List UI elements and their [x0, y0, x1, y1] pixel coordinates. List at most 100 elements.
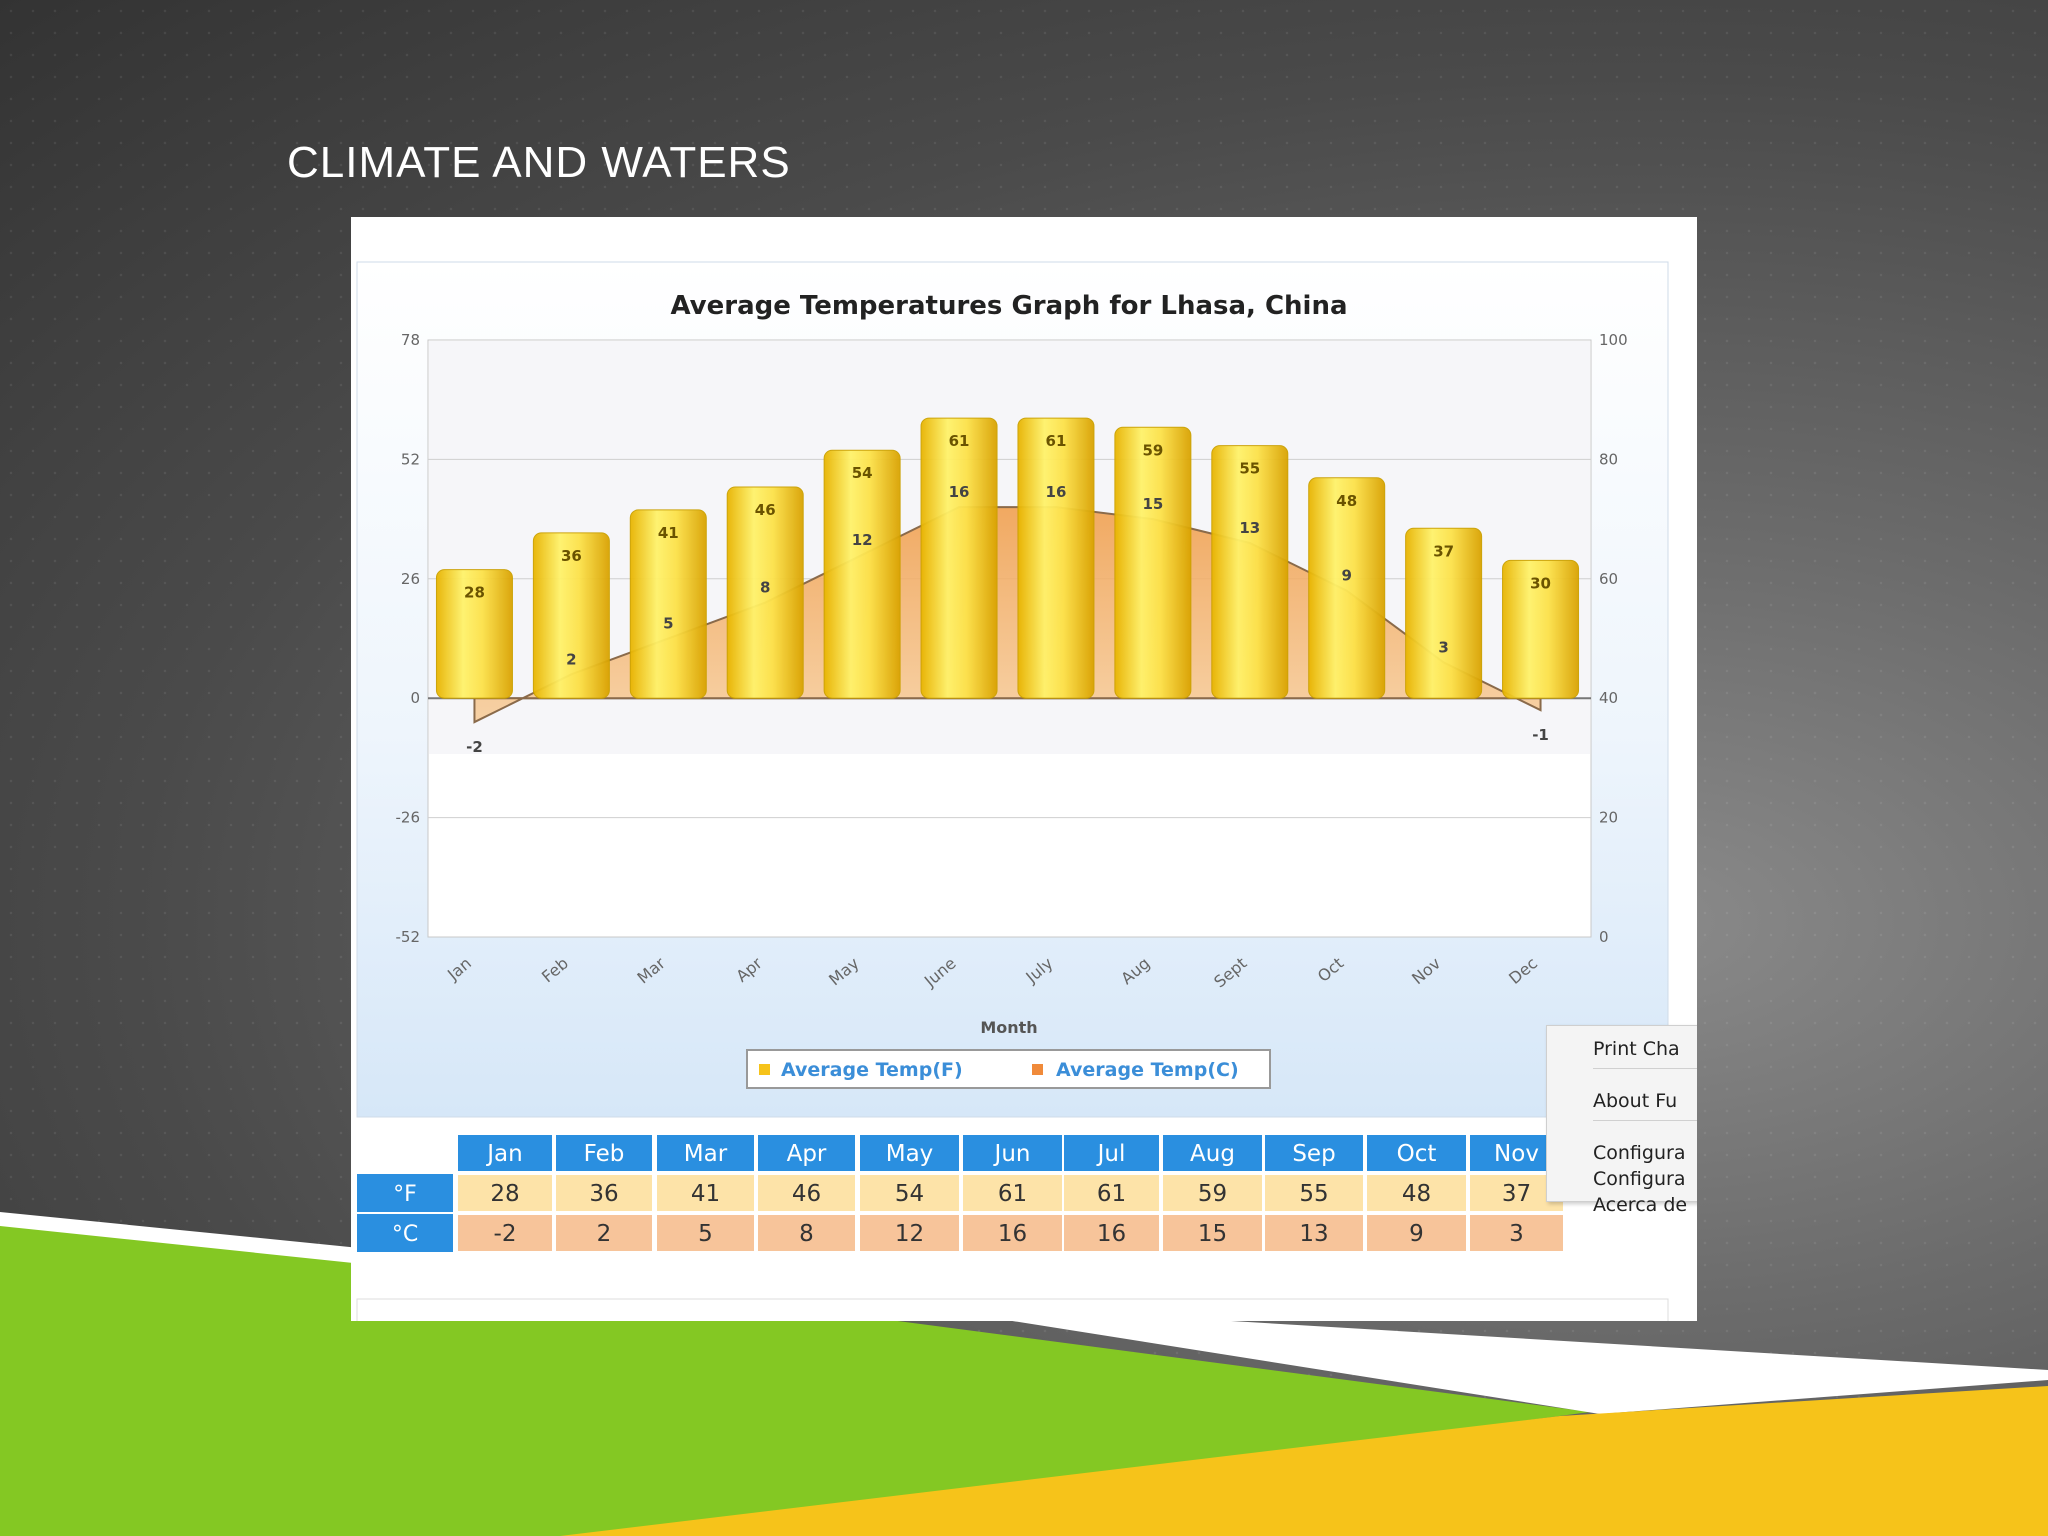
table-cell-c — [554, 1213, 654, 1253]
bar-label-f: 61 — [1046, 432, 1067, 450]
table-value-c: 12 — [895, 1221, 924, 1247]
right-tick-label: 60 — [1599, 570, 1618, 588]
table-value-f: 59 — [1198, 1181, 1227, 1207]
left-tick-label: -52 — [396, 928, 421, 946]
celsius-point-label: 9 — [1341, 567, 1351, 585]
table-cell-f — [858, 1173, 961, 1213]
bar-label-f: 30 — [1530, 574, 1551, 592]
table-value-f: 61 — [998, 1181, 1027, 1207]
table-header: Oct — [1397, 1141, 1437, 1167]
table-cell-f — [554, 1173, 654, 1213]
table-header: Jan — [485, 1141, 522, 1167]
table-value-f: 46 — [792, 1181, 821, 1207]
table-cell-c — [1161, 1213, 1264, 1253]
legend-label-f: Average Temp(F) — [781, 1059, 963, 1081]
legend-swatch-f — [759, 1064, 770, 1075]
table-value-f: 37 — [1502, 1181, 1531, 1207]
bar-label-f: 36 — [561, 547, 582, 565]
context-menu: Print Cha About Fu Configura Configura A… — [1546, 1025, 1697, 1216]
table-value-f: 48 — [1402, 1181, 1431, 1207]
menu-item-acerca[interactable]: Acerca de — [1593, 1194, 1688, 1216]
left-tick-label: -26 — [396, 809, 421, 827]
table-value-c: 13 — [1299, 1221, 1328, 1247]
table-value-f: 54 — [895, 1181, 924, 1207]
table-header: May — [886, 1141, 934, 1167]
row-label-c: °C — [392, 1222, 418, 1247]
bar-f-July — [1017, 417, 1095, 699]
slide-title: CLIMATE AND WATERS — [287, 138, 791, 187]
menu-item-about[interactable]: About Fu — [1593, 1090, 1678, 1112]
chart-screenshot: 78 52 26 0 -26 -52 100 80 60 40 20 0 28 36 41 46 54 61 6… — [351, 217, 1697, 1321]
table-cell-c — [1468, 1213, 1565, 1253]
bar-label-f: 61 — [949, 432, 970, 450]
celsius-point-label: 15 — [1142, 495, 1163, 513]
table-value-c: 16 — [1097, 1221, 1126, 1247]
celsius-point-label: 2 — [566, 650, 576, 668]
right-tick-label: 100 — [1599, 331, 1628, 349]
bar-f-Mar — [629, 509, 707, 699]
table-value-f: 61 — [1097, 1181, 1126, 1207]
table-header: Feb — [584, 1141, 625, 1167]
table-value-c: 3 — [1509, 1221, 1524, 1247]
bar-f-Nov — [1405, 527, 1483, 699]
right-tick-label: 80 — [1599, 450, 1618, 468]
bar-f-Apr — [726, 486, 804, 699]
celsius-point-label: 13 — [1239, 519, 1260, 537]
bar-label-f: 41 — [658, 524, 679, 542]
bar-label-f: 48 — [1336, 492, 1357, 510]
right-tick-label: 0 — [1599, 928, 1609, 946]
table-cell-c — [1365, 1213, 1468, 1253]
table-header-cell — [756, 1133, 857, 1173]
legend: Average Temp(F) Average Temp(C) — [746, 1049, 1271, 1089]
table-cell-c — [858, 1213, 961, 1253]
bar-f-Oct — [1308, 477, 1386, 699]
table-value-c: 2 — [597, 1221, 612, 1247]
table-cell-f — [1263, 1173, 1365, 1213]
table-header: Jun — [993, 1141, 1031, 1167]
menu-item-configure-2[interactable]: Configura — [1593, 1168, 1686, 1190]
table-header: Jul — [1096, 1141, 1126, 1167]
celsius-point-label: 8 — [760, 579, 770, 597]
celsius-point-label: 3 — [1438, 638, 1448, 656]
table-cell-f — [961, 1173, 1064, 1213]
bar-label-f: 55 — [1239, 460, 1260, 478]
table-header-cell — [1062, 1133, 1161, 1173]
menu-item-configure-1[interactable]: Configura — [1593, 1142, 1686, 1164]
yellow-band — [560, 1386, 2048, 1536]
bar-f-May — [823, 449, 901, 699]
left-tick-label: 52 — [401, 450, 420, 468]
bar-label-f: 59 — [1142, 441, 1163, 459]
table-header: Nov — [1494, 1141, 1539, 1167]
celsius-labels: -2 2 5 8 12 16 16 15 13 9 3 -1 — [466, 483, 1549, 756]
celsius-point-label: -2 — [466, 738, 483, 756]
bottom-panel-edge — [356, 1298, 1669, 1321]
bar-label-f: 46 — [755, 501, 776, 519]
celsius-point-label: 16 — [1046, 483, 1067, 501]
table-cell-c — [961, 1213, 1064, 1253]
right-tick-label: 40 — [1599, 689, 1618, 707]
bar-f-Sept — [1211, 445, 1289, 699]
bar-label-f: 54 — [852, 464, 873, 482]
data-table: °F °C Jan 28 -2 Feb 36 2 Mar 41 5 Apr 46 8 May 54 12 Jun 6… — [357, 1133, 1565, 1253]
table-cell-f — [1365, 1173, 1468, 1213]
bar-f-June — [920, 417, 998, 699]
table-header: Aug — [1190, 1141, 1235, 1167]
table-cell-c — [756, 1213, 857, 1253]
menu-item-print-chart[interactable]: Print Cha — [1593, 1038, 1680, 1060]
left-axis: 78 52 26 0 -26 -52 — [396, 331, 421, 946]
celsius-point-label: 12 — [852, 531, 873, 549]
table-cell-c — [456, 1213, 554, 1253]
table-value-f: 41 — [691, 1181, 720, 1207]
right-tick-label: 20 — [1599, 809, 1618, 827]
x-axis-title: Month — [980, 1018, 1037, 1037]
table-header-cell — [655, 1133, 756, 1173]
table-header: Mar — [684, 1141, 728, 1167]
menu-separator — [1593, 1120, 1697, 1121]
legend-label-c: Average Temp(C) — [1056, 1059, 1239, 1081]
table-header-cell — [1365, 1133, 1468, 1173]
row-label-f: °F — [393, 1182, 417, 1207]
table-header-cell — [456, 1133, 554, 1173]
celsius-point-label: 5 — [663, 615, 673, 633]
table-cell-c — [1263, 1213, 1365, 1253]
